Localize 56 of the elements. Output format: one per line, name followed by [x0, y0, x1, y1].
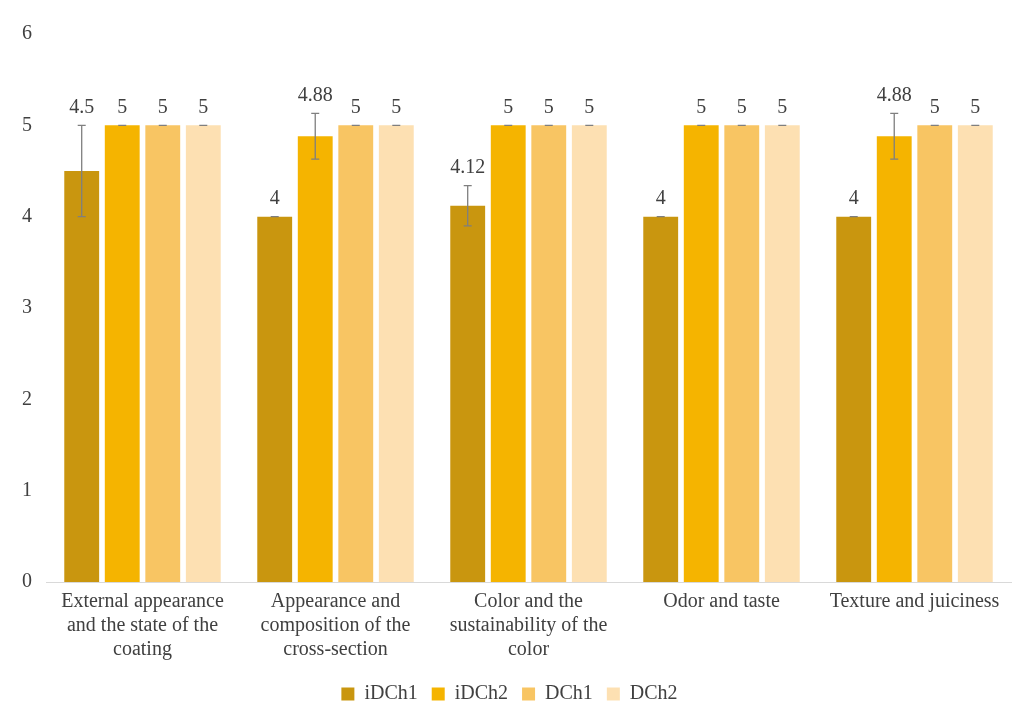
- legend-label: iDCh1: [364, 681, 418, 704]
- y-tick-label: 2: [22, 386, 32, 409]
- bar: [531, 125, 567, 582]
- y-tick-label: 4: [22, 203, 32, 226]
- bar: [683, 125, 719, 582]
- y-tick-label: 6: [22, 21, 32, 44]
- data-label: 4.88: [297, 82, 333, 105]
- data-label: 5: [970, 94, 981, 117]
- bar: [104, 125, 140, 582]
- x-tick-label: Odor and taste: [663, 589, 780, 612]
- bar: [145, 125, 181, 582]
- y-tick-label: 1: [22, 477, 32, 500]
- data-label: 4: [655, 185, 666, 208]
- bar: [64, 171, 100, 582]
- y-tick-label: 0: [22, 569, 32, 592]
- data-label: 4.12: [450, 154, 486, 177]
- x-tick-label: Color and the sustainability of the color: [449, 589, 608, 660]
- data-label: 5: [696, 94, 707, 117]
- bar: [338, 125, 374, 582]
- data-label: 4: [269, 185, 280, 208]
- x-tick-label: Texture and juiciness: [829, 589, 1000, 613]
- bar: [643, 216, 679, 582]
- bar: [185, 125, 221, 582]
- bar: [917, 125, 953, 582]
- bar: [571, 125, 607, 582]
- bar: [836, 216, 872, 582]
- x-tick-label: Appearance and composition of the cross-section: [260, 589, 411, 660]
- data-label: 5: [198, 94, 209, 117]
- bar: [724, 125, 760, 582]
- bar: [490, 125, 526, 582]
- legend-label: iDCh2: [454, 681, 509, 704]
- x-tick-label: External appearance and the state of the coating: [61, 589, 224, 661]
- legend-label: DCh1: [545, 681, 593, 704]
- bar: [450, 205, 486, 582]
- y-tick-label: 5: [22, 112, 32, 135]
- data-label: 4.88: [876, 82, 912, 105]
- bar: [876, 136, 912, 582]
- data-label: 4.5: [69, 94, 95, 117]
- data-label: 5: [117, 94, 128, 117]
- data-label: 5: [929, 94, 940, 117]
- bar: [297, 136, 333, 582]
- data-label: 5: [736, 94, 747, 117]
- y-tick-label: 3: [22, 295, 32, 318]
- data-label: 5: [777, 94, 788, 117]
- bar: [764, 125, 800, 582]
- bar: [957, 125, 993, 582]
- data-label: 5: [503, 94, 514, 117]
- data-label: 5: [584, 94, 595, 117]
- data-label: 5: [350, 94, 361, 117]
- bar: [378, 125, 414, 582]
- bar: [257, 216, 293, 582]
- data-label: 5: [157, 94, 168, 117]
- data-label: 5: [543, 94, 554, 117]
- data-label: 4: [848, 185, 859, 208]
- legend-label: DCh2: [629, 681, 678, 704]
- data-label: 5: [391, 94, 402, 117]
